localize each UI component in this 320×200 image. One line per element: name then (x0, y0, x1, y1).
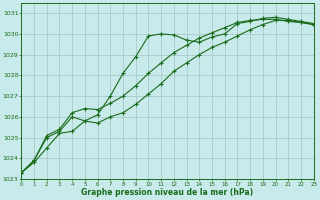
X-axis label: Graphe pression niveau de la mer (hPa): Graphe pression niveau de la mer (hPa) (82, 188, 253, 197)
